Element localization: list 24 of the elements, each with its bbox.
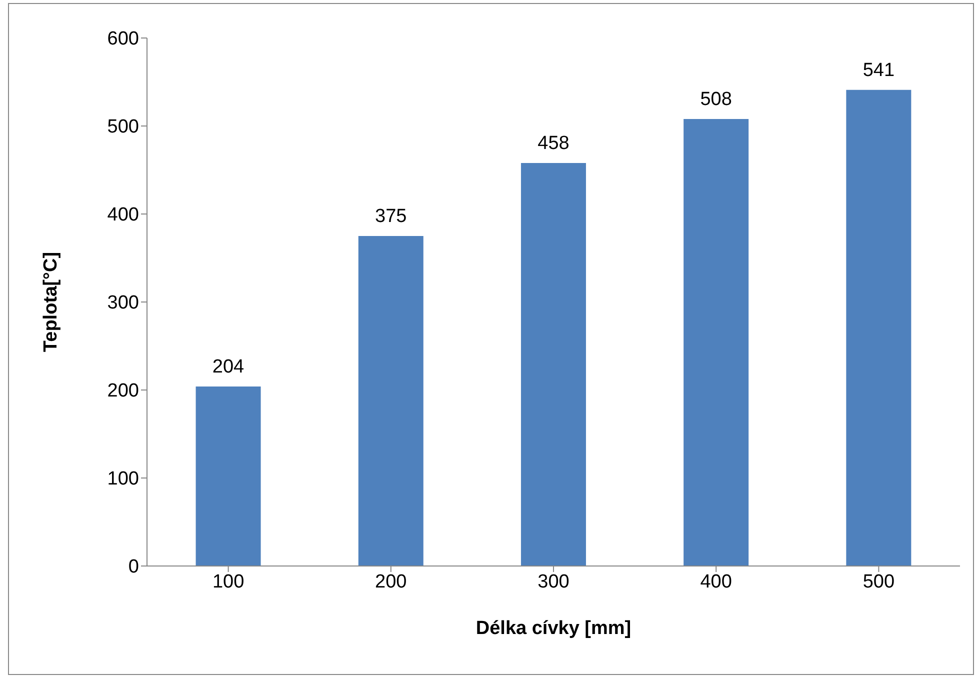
y-tick-label: 300 [107,292,139,314]
bar [358,236,424,566]
bar [846,90,912,566]
x-tick-label: 500 [862,571,895,592]
bar [196,386,261,566]
y-tick-label: 0 [128,556,139,578]
y-tick-label: 100 [107,468,139,490]
data-label: 541 [862,60,895,81]
y-tick-label: 400 [107,204,139,226]
bar [520,162,586,566]
y-tick-label: 500 [107,116,139,138]
x-axis-title: Délka cívky [mm] [476,618,632,639]
x-tick-label: 400 [700,571,732,592]
data-label: 204 [212,356,245,378]
data-label: 508 [700,88,732,110]
data-label: 458 [538,132,570,154]
y-axis-title: Teplota[°C] [40,252,62,352]
data-label: 375 [375,206,407,227]
x-tick-label: 300 [538,571,570,592]
y-tick-label: 200 [107,380,139,402]
x-tick-label: 200 [375,571,407,592]
x-tick-label: 100 [212,571,244,592]
bar [684,118,749,566]
y-tick-label: 600 [107,28,139,50]
